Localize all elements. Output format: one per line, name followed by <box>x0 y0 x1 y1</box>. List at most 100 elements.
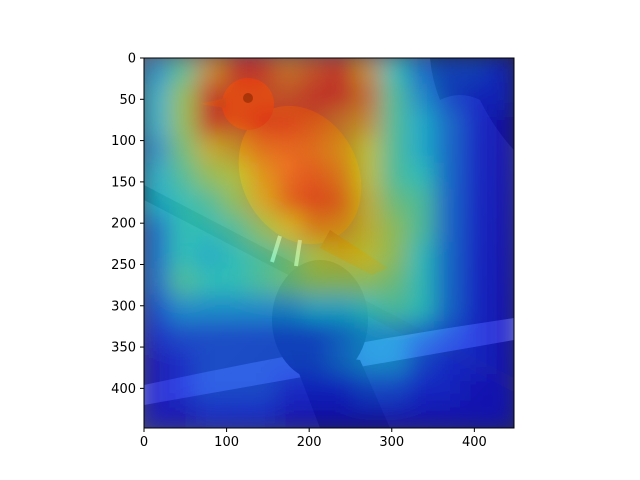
heatmap-cell <box>486 83 514 112</box>
heatmap-cell <box>144 242 172 271</box>
heatmap-cell <box>169 162 198 192</box>
heatmap-cell <box>301 215 330 244</box>
heatmap-cell <box>275 294 304 324</box>
heatmap-cell <box>169 347 198 377</box>
heatmap-cell <box>433 321 463 350</box>
heatmap-cell <box>433 162 463 192</box>
heatmap-cell <box>433 136 463 165</box>
heatmap-cell <box>380 136 410 165</box>
heatmap-cell <box>354 374 383 403</box>
heatmap-cell <box>301 189 330 218</box>
heatmap-cell <box>486 215 514 244</box>
heatmap-cell <box>407 347 436 377</box>
heatmap-cell <box>407 83 436 112</box>
heatmap-cell <box>328 347 357 377</box>
heatmap-cell <box>248 242 278 271</box>
heatmap-cell <box>433 58 463 86</box>
heatmap-cell <box>460 136 489 165</box>
heatmap-cell <box>195 374 225 403</box>
x-axis: 0 100 200 300 400 <box>140 428 487 450</box>
heatmap-cell <box>222 374 251 403</box>
heatmap-cell <box>169 58 198 86</box>
heatmap-cell <box>380 58 410 86</box>
axes-frame <box>143 57 515 429</box>
heatmap-cell <box>248 136 278 165</box>
heatmap-cell <box>460 321 489 350</box>
heatmap-cell <box>248 58 278 86</box>
heatmap-cell <box>222 162 251 192</box>
heatmap-cell <box>328 321 357 350</box>
x-tick-label: 0 <box>140 435 148 450</box>
heatmap-cell <box>169 215 198 244</box>
heatmap-cell <box>169 268 198 297</box>
heatmap-cell <box>144 136 172 165</box>
heatmap-cell <box>222 215 251 244</box>
heatmap-cell <box>301 294 330 324</box>
heatmap-cell <box>248 294 278 324</box>
heatmap-cell <box>407 162 436 192</box>
y-tick-label: 0 <box>128 52 136 67</box>
y-tick-label: 100 <box>111 134 136 149</box>
heatmap-cell <box>460 268 489 297</box>
heatmap-cell <box>222 268 251 297</box>
heatmap-cell <box>354 242 383 271</box>
heatmap-cell <box>222 321 251 350</box>
heatmap-cell <box>433 83 463 112</box>
heatmap-cell <box>407 242 436 271</box>
heatmap-cell <box>354 136 383 165</box>
y-tick-label: 350 <box>111 341 136 356</box>
heatmap-cell <box>460 162 489 192</box>
heatmap-cell <box>222 189 251 218</box>
heatmap-cell <box>195 294 225 324</box>
heatmap-cell <box>486 400 514 428</box>
heatmap-cell <box>275 242 304 271</box>
heatmap-cell <box>328 294 357 324</box>
heatmap-cell <box>460 347 489 377</box>
heatmap-cell <box>144 109 172 139</box>
y-tick-label: 200 <box>111 217 136 232</box>
heatmap-cell <box>407 374 436 403</box>
heatmap-cell <box>222 400 251 428</box>
heatmap-cell <box>195 162 225 192</box>
heatmap-cell <box>144 347 172 377</box>
heatmap-cell <box>144 58 172 86</box>
heatmap-cell <box>486 136 514 165</box>
heatmap-cell <box>354 83 383 112</box>
heatmap-cell <box>301 109 330 139</box>
heatmap-cell <box>380 189 410 218</box>
heatmap-cell <box>169 189 198 218</box>
heatmap-cell <box>407 58 436 86</box>
heatmap-cell <box>275 215 304 244</box>
heatmap-cell <box>380 109 410 139</box>
y-axis: 0 50 100 150 200 250 300 350 400 <box>111 52 144 397</box>
heatmap-cell <box>301 58 330 86</box>
heatmap-cell <box>144 215 172 244</box>
heatmap-cell <box>407 136 436 165</box>
heatmap-cell <box>248 83 278 112</box>
heatmap-cell <box>169 400 198 428</box>
heatmap-cell <box>328 374 357 403</box>
heatmap-cell <box>328 83 357 112</box>
heatmap-cell <box>460 400 489 428</box>
heatmap-cell <box>275 136 304 165</box>
heatmap-cell <box>407 268 436 297</box>
heatmap-cell <box>460 374 489 403</box>
heatmap-cell <box>248 347 278 377</box>
heatmap-cell <box>301 400 330 428</box>
heatmap-cell <box>433 268 463 297</box>
heatmap-cell <box>301 136 330 165</box>
heatmap-cell <box>144 83 172 112</box>
heatmap-cell <box>380 215 410 244</box>
heatmap-cell <box>248 189 278 218</box>
heatmap-cell <box>486 58 514 86</box>
heatmap-cell <box>380 294 410 324</box>
heatmap-cell <box>354 109 383 139</box>
heatmap-cell <box>486 294 514 324</box>
heatmap-cell <box>380 242 410 271</box>
heatmap-cell <box>195 58 225 86</box>
heatmap-cell <box>486 321 514 350</box>
heatmap-cell <box>380 374 410 403</box>
heatmap-cell <box>460 58 489 86</box>
heatmap-cell <box>380 321 410 350</box>
heatmap-cell <box>433 294 463 324</box>
